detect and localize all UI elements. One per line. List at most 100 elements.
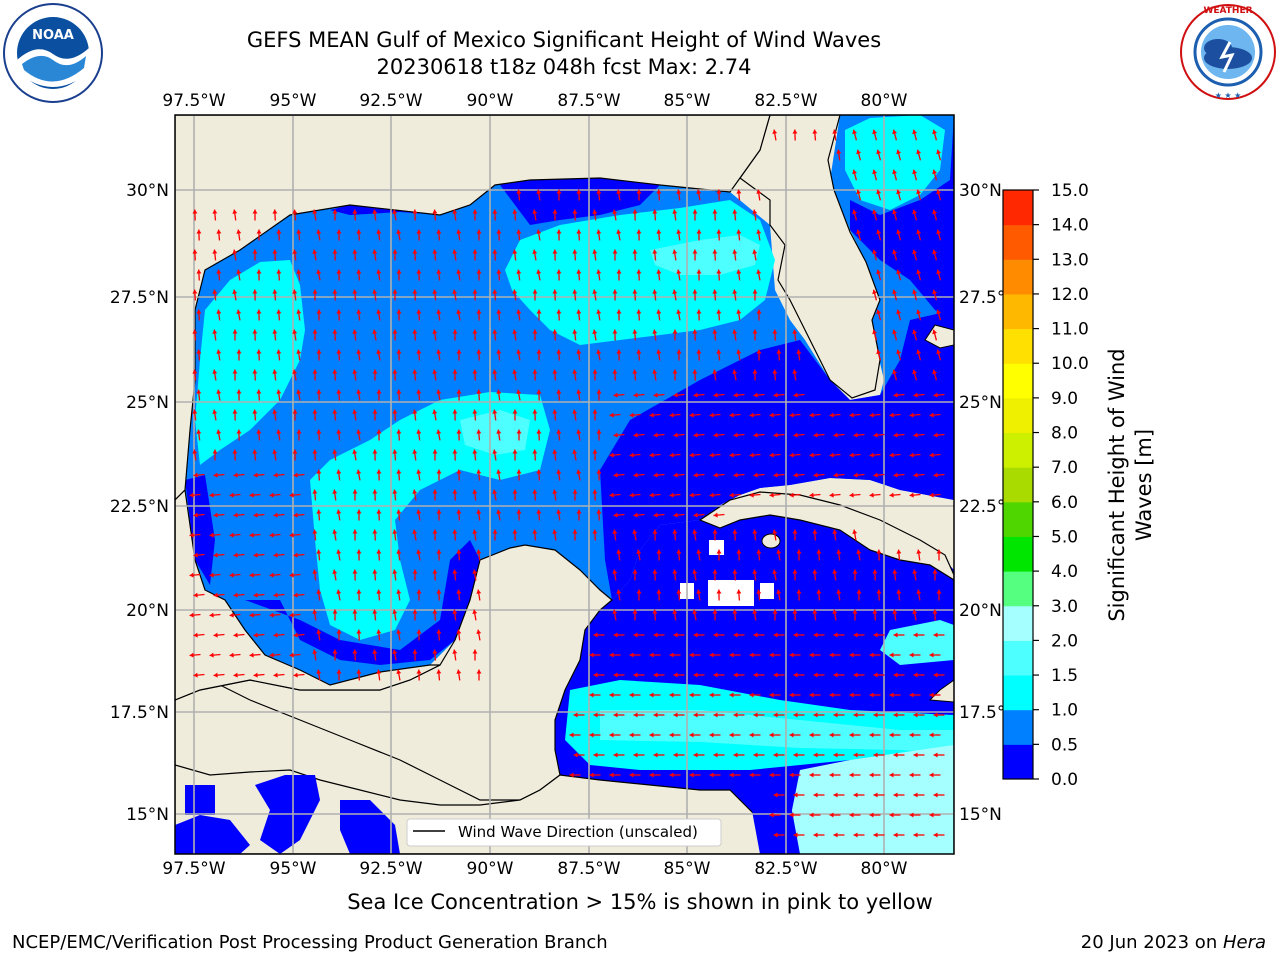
wave-direction-arrow — [249, 572, 261, 578]
wave-direction-arrow — [376, 669, 382, 681]
wave-direction-arrow — [556, 469, 562, 481]
wave-direction-arrow — [889, 652, 901, 658]
wave-direction-arrow — [456, 229, 462, 241]
wave-direction-arrow — [676, 349, 682, 361]
wave-direction-arrow — [752, 609, 758, 621]
wave-direction-arrow — [616, 309, 622, 321]
wave-direction-arrow — [909, 412, 921, 418]
wave-direction-arrow — [572, 489, 578, 501]
wave-direction-arrow — [916, 269, 922, 281]
wave-direction-arrow — [689, 492, 701, 498]
wave-direction-arrow — [913, 392, 925, 398]
wave-direction-arrow — [392, 209, 398, 221]
wave-direction-arrow — [576, 509, 582, 521]
wave-direction-arrow — [893, 432, 905, 438]
wave-direction-arrow — [909, 692, 921, 698]
wave-direction-arrow — [673, 752, 685, 758]
wave-direction-arrow — [656, 189, 662, 201]
wave-direction-arrow — [276, 309, 282, 321]
wave-direction-arrow — [492, 329, 498, 341]
wave-direction-arrow — [496, 309, 502, 321]
wave-direction-arrow — [872, 169, 878, 181]
wave-direction-arrow — [356, 509, 362, 521]
wave-direction-arrow — [676, 589, 682, 601]
wave-direction-arrow — [913, 792, 925, 798]
wave-direction-arrow — [532, 409, 538, 421]
colorbar-tick-label: 14.0 — [1051, 216, 1089, 236]
wave-direction-arrow — [736, 229, 742, 241]
wave-direction-arrow — [933, 792, 945, 798]
wave-direction-arrow — [692, 569, 698, 581]
colorbar-swatch — [1003, 224, 1033, 260]
wave-direction-arrow — [712, 609, 718, 621]
wave-direction-arrow — [669, 692, 681, 698]
wave-direction-arrow — [236, 429, 242, 441]
date-text: 20 Jun 2023 on Hera — [1081, 932, 1266, 953]
wave-direction-arrow — [732, 529, 738, 541]
wave-direction-arrow — [789, 452, 801, 458]
wave-direction-arrow — [209, 652, 221, 658]
wave-direction-arrow — [312, 609, 318, 621]
wave-direction-arrow — [292, 329, 298, 341]
wave-direction-arrow — [633, 752, 645, 758]
wave-direction-arrow — [696, 589, 702, 601]
wave-direction-arrow — [189, 532, 201, 538]
wave-direction-arrow — [536, 189, 542, 201]
wave-direction-arrow — [512, 289, 518, 301]
wave-direction-arrow — [432, 409, 438, 421]
wave-direction-arrow — [889, 812, 901, 818]
wave-direction-arrow — [193, 552, 205, 558]
wave-direction-arrow — [776, 589, 782, 601]
wave-direction-arrow — [532, 209, 538, 221]
wave-direction-arrow — [873, 472, 885, 478]
wave-direction-arrow — [613, 432, 625, 438]
wave-direction-arrow — [929, 452, 941, 458]
date-label: 20 Jun 2023 on — [1080, 932, 1223, 953]
wave-direction-arrow — [492, 249, 498, 261]
wave-direction-arrow — [653, 712, 665, 718]
wave-direction-arrow — [292, 209, 298, 221]
wave-direction-arrow — [793, 392, 805, 398]
wave-direction-arrow — [572, 289, 578, 301]
wave-direction-arrow — [432, 609, 438, 621]
wave-direction-arrow — [933, 392, 945, 398]
wave-direction-arrow — [193, 632, 205, 638]
wave-direction-arrow — [456, 309, 462, 321]
wave-direction-arrow — [472, 609, 478, 621]
wave-direction-arrow — [316, 429, 322, 441]
wave-direction-arrow — [633, 632, 645, 638]
wave-direction-arrow — [753, 672, 765, 678]
wave-direction-arrow — [653, 432, 665, 438]
wave-direction-arrow — [192, 209, 198, 221]
wave-direction-arrow — [336, 229, 342, 241]
wave-direction-arrow — [693, 392, 705, 398]
wave-direction-arrow — [713, 472, 725, 478]
wave-direction-arrow — [432, 329, 438, 341]
wave-direction-arrow — [712, 289, 718, 301]
wave-direction-arrow — [296, 429, 302, 441]
wave-direction-arrow — [376, 469, 382, 481]
wave-direction-arrow — [512, 249, 518, 261]
wave-direction-arrow — [612, 329, 618, 341]
colorbar-swatch — [1003, 501, 1033, 537]
wave-direction-arrow — [796, 549, 802, 561]
wave-direction-arrow — [196, 349, 202, 361]
wave-direction-arrow — [536, 349, 542, 361]
wave-direction-arrow — [789, 732, 801, 738]
wave-direction-arrow — [692, 249, 698, 261]
wave-direction-arrow — [476, 309, 482, 321]
wave-direction-arrow — [296, 309, 302, 321]
wave-direction-arrow — [576, 309, 582, 321]
wave-direction-arrow — [216, 229, 222, 241]
wave-direction-arrow — [289, 532, 301, 538]
wave-direction-arrow — [316, 509, 322, 521]
wave-direction-arrow — [893, 712, 905, 718]
wave-direction-arrow — [769, 652, 781, 658]
wave-direction-arrow — [396, 469, 402, 481]
wave-direction-arrow — [633, 512, 645, 518]
wave-direction-arrow — [332, 329, 338, 341]
wave-direction-arrow — [316, 229, 322, 241]
wave-direction-arrow — [412, 489, 418, 501]
wave-direction-arrow — [456, 669, 462, 681]
wave-direction-arrow — [716, 349, 722, 361]
